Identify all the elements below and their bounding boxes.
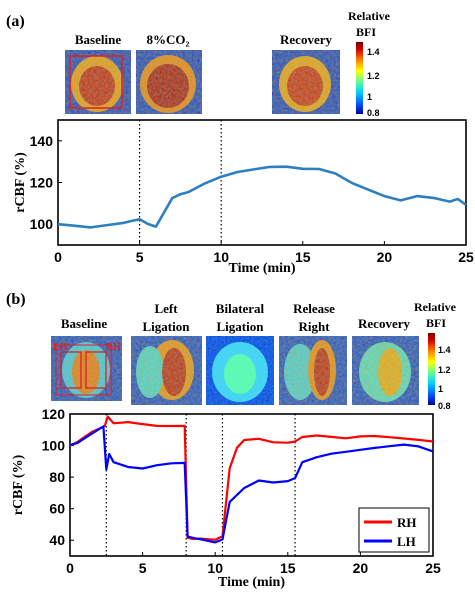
x-tick-label: 5 xyxy=(136,249,144,265)
x-tick-label: 15 xyxy=(295,249,311,265)
x-axis-label: Time (min) xyxy=(218,575,285,590)
bfi-image-baseline-a xyxy=(65,50,131,114)
y-tick-label: 120 xyxy=(30,175,54,191)
x-tick-label: 10 xyxy=(207,560,223,576)
y-tick-label: 80 xyxy=(49,469,65,485)
series-line-rcbf xyxy=(57,165,467,229)
image-label-co2-a: 8%CO₂ xyxy=(147,32,190,47)
y-tick-label: 100 xyxy=(42,438,66,454)
bfi-image-bilateral-ligation xyxy=(206,336,274,405)
x-tick-label: 0 xyxy=(54,249,62,265)
chart-b: 0 5 10 15 20 25 40 60 80 100 120 Time (min) rCBF (%)… xyxy=(11,406,441,590)
image-label-bilateral-l2: Ligation xyxy=(217,319,265,334)
x-axis-label: Time (min) xyxy=(228,261,295,276)
bfi-image-co2-a xyxy=(136,50,202,114)
colorbar-b-title-1: Relative xyxy=(414,300,457,314)
image-label-left-ligation-l2: Ligation xyxy=(143,319,191,334)
colorbar-a-tick: 1 xyxy=(367,92,372,102)
bfi-image-recovery-a xyxy=(272,50,340,114)
image-label-left-ligation-l1: Left xyxy=(154,301,178,316)
legend-box xyxy=(358,507,430,553)
x-tick-label: 15 xyxy=(280,560,296,576)
image-label-recovery-a: Recovery xyxy=(280,32,332,47)
x-tick-label: 5 xyxy=(139,560,147,576)
colorbar-b-title-2: BFI xyxy=(426,316,446,330)
colorbar-b-tick: 0.8 xyxy=(438,401,451,411)
y-tick-label: 140 xyxy=(30,133,54,149)
x-tick-label: 20 xyxy=(353,560,369,576)
legend-label: LH xyxy=(397,534,416,549)
x-tick-label: 0 xyxy=(66,560,74,576)
bfi-image-left-ligation xyxy=(131,336,202,405)
bfi-image-release-right xyxy=(279,336,347,405)
x-tick-label: 10 xyxy=(213,249,229,265)
plot-frame xyxy=(69,413,434,557)
colorbar-a-tick: 1.4 xyxy=(367,47,380,57)
colorbar-a-title-1: Relative xyxy=(348,9,391,23)
colorbar-b-tick: 1.2 xyxy=(438,365,451,375)
roi-label-rh: RH xyxy=(106,342,121,353)
legend-label: RH xyxy=(397,515,417,530)
image-label-recovery-b: Recovery xyxy=(358,316,410,331)
x-tick-label: 25 xyxy=(425,560,441,576)
colorbar-b xyxy=(428,333,435,405)
y-tick-label: 40 xyxy=(49,532,65,548)
panel-b-label: (b) xyxy=(6,291,26,308)
colorbar-b-tick: 1 xyxy=(438,384,443,394)
chart-a: 0 5 10 15 20 25 100 120 140 Time (min) rCBF (%) xyxy=(13,119,474,276)
image-label-release-l1: Release xyxy=(293,301,335,316)
bfi-image-baseline-b xyxy=(51,336,122,401)
panel-a-label: (a) xyxy=(6,13,25,30)
colorbar-a xyxy=(356,42,363,114)
y-tick-label: 60 xyxy=(49,501,65,517)
plot-frame xyxy=(57,119,467,246)
legend: RH LH xyxy=(358,507,430,553)
colorbar-b-tick: 1.4 xyxy=(438,345,451,355)
x-tick-label: 25 xyxy=(458,249,474,265)
colorbar-a-title-2: BFI xyxy=(356,25,376,39)
image-label-baseline-b: Baseline xyxy=(61,316,107,331)
colorbar-a-tick: 1.2 xyxy=(367,71,380,81)
colorbar-a-tick: 0.8 xyxy=(367,108,380,118)
y-tick-label: 120 xyxy=(42,406,66,422)
x-tick-label: 20 xyxy=(377,249,393,265)
bfi-image-recovery-b xyxy=(352,336,419,405)
image-label-release-l2: Right xyxy=(298,319,330,334)
y-axis-label: rCBF (%) xyxy=(13,152,28,213)
image-label-baseline-a: Baseline xyxy=(75,32,121,47)
image-label-bilateral-l1: Bilateral xyxy=(216,301,265,316)
y-tick-label: 100 xyxy=(30,216,54,232)
y-axis-label: rCBF (%) xyxy=(11,454,26,515)
series-line-lh xyxy=(69,425,434,544)
roi-label-lh: LH xyxy=(53,342,68,353)
